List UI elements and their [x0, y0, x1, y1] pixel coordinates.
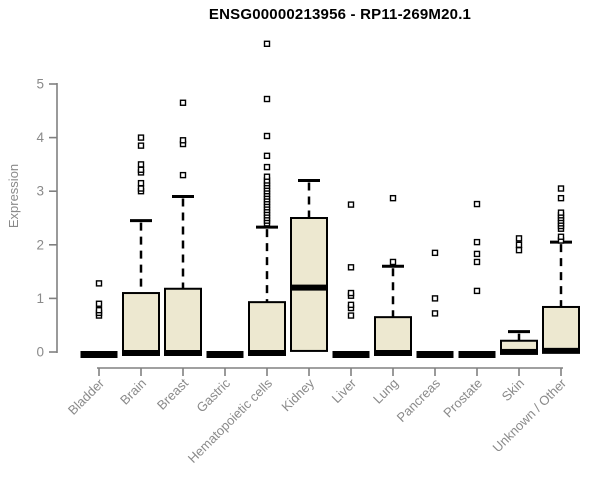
- outlier-point: [515, 241, 523, 249]
- median-bar: [542, 347, 580, 354]
- outlier-point: [347, 264, 355, 271]
- median-bar: [164, 350, 202, 356]
- iqr-box: [122, 292, 160, 354]
- outlier-point: [137, 179, 145, 187]
- median-bar: [122, 350, 160, 356]
- median-bar: [500, 348, 538, 355]
- x-tick-label-skin: Skin: [499, 376, 527, 404]
- outlier-point: [431, 295, 439, 302]
- outlier-point: [557, 194, 565, 202]
- x-tick-label-bladder: Bladder: [65, 375, 108, 418]
- y-tick-label-4: 4: [36, 130, 44, 145]
- y-tick-label-5: 5: [36, 77, 44, 92]
- outlier-point: [515, 235, 523, 242]
- boxplot-prostate: [458, 200, 496, 358]
- x-tick-label-lung: Lung: [370, 376, 401, 407]
- outlier-point: [473, 258, 481, 266]
- iqr-box: [248, 301, 286, 354]
- zero-median-bar: [80, 351, 118, 358]
- zero-median-bar: [332, 351, 370, 358]
- outlier-point: [473, 238, 481, 246]
- outlier-point: [263, 132, 271, 140]
- outlier-point: [263, 95, 271, 103]
- outlier-point: [137, 134, 145, 141]
- median-bar: [290, 284, 328, 291]
- iqr-box: [290, 217, 328, 352]
- outlier-point: [347, 301, 355, 309]
- boxplot-unknown-other: [542, 185, 580, 354]
- outlier-point: [557, 209, 565, 216]
- boxplot-liver: [332, 201, 370, 358]
- x-tick-label-liver: Liver: [329, 375, 360, 406]
- outlier-point: [389, 194, 397, 202]
- outlier-point: [347, 289, 355, 297]
- outlier-point: [137, 166, 145, 173]
- x-tick-label-brain: Brain: [117, 376, 149, 408]
- boxplot-pancreas: [416, 249, 454, 358]
- outlier-point: [515, 246, 523, 254]
- outlier-point: [137, 185, 145, 192]
- iqr-box: [164, 287, 202, 354]
- y-tick-label-3: 3: [36, 184, 44, 199]
- boxplot-breast: [164, 99, 202, 356]
- boxplot-bladder: [80, 280, 118, 358]
- x-tick-label-prostate: Prostate: [440, 376, 485, 421]
- zero-median-bar: [206, 351, 244, 358]
- outlier-point: [557, 233, 565, 240]
- outlier-point: [263, 152, 271, 160]
- zero-median-bar: [458, 351, 496, 358]
- outlier-point: [347, 201, 355, 208]
- boxplot-brain: [122, 134, 160, 356]
- outlier-point: [473, 200, 481, 208]
- outlier-point: [95, 306, 103, 314]
- median-bar: [374, 350, 412, 356]
- boxplot-lung: [374, 194, 412, 356]
- outlier-point: [473, 287, 481, 295]
- outlier-point: [347, 312, 355, 319]
- outlier-point: [263, 40, 271, 47]
- outlier-point: [137, 161, 145, 168]
- y-tick-label-2: 2: [36, 237, 44, 252]
- outlier-point: [179, 99, 187, 106]
- outlier-point: [431, 310, 439, 317]
- outlier-point: [557, 185, 565, 192]
- outlier-point: [179, 171, 187, 179]
- x-tick-label-pancreas: Pancreas: [394, 375, 444, 425]
- y-tick-label-0: 0: [36, 345, 44, 360]
- outlier-point: [431, 249, 439, 257]
- x-tick-label-breast: Breast: [154, 375, 191, 412]
- iqr-box: [374, 316, 412, 354]
- outlier-point: [263, 163, 271, 171]
- boxplot-hematopoietic-cells: [248, 40, 286, 356]
- outlier-point: [137, 142, 145, 149]
- zero-median-bar: [416, 351, 454, 358]
- y-tick-label-1: 1: [36, 291, 44, 306]
- iqr-box: [542, 305, 580, 354]
- outlier-point: [95, 280, 103, 287]
- outlier-point: [95, 300, 103, 307]
- outlier-point: [263, 173, 271, 180]
- boxplot-gastric: [206, 351, 244, 358]
- chart-title: ENSG00000213956 - RP11-269M20.1: [208, 6, 472, 23]
- outlier-point: [473, 250, 481, 258]
- boxplot-skin: [500, 235, 538, 355]
- boxplot-kidney: [290, 178, 328, 352]
- outlier-point: [389, 258, 397, 266]
- x-tick-label-kidney: Kidney: [278, 375, 317, 414]
- median-bar: [248, 350, 286, 356]
- x-tick-label-gastric: Gastric: [193, 375, 233, 415]
- x-tick-label-unknown-other: Unknown / Other: [490, 375, 570, 455]
- outlier-point: [179, 137, 187, 144]
